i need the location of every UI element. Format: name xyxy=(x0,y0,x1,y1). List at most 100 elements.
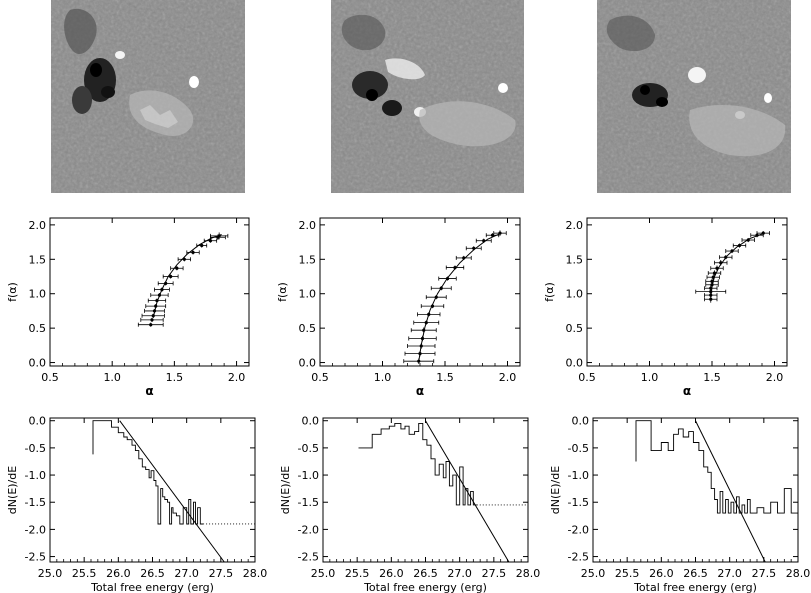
data-point xyxy=(150,318,154,322)
y-axis-label: dN(E)/dE xyxy=(549,466,562,514)
plot-frame xyxy=(49,217,250,367)
x-tick-label: 1.0 xyxy=(103,371,121,384)
x-tick-label: 26.0 xyxy=(649,567,674,580)
x-tick-label: 25.5 xyxy=(615,567,640,580)
y-tick-label: 0.0 xyxy=(572,415,590,428)
x-tick-label: 27.0 xyxy=(717,567,742,580)
y-tick-label: -0.5 xyxy=(298,442,319,455)
magnetogram-1 xyxy=(51,0,245,193)
x-tick-label: 0.5 xyxy=(311,371,329,384)
falpha-panel-3: 0.5 1.0 1.5 2.00.00.51.01.52.0αf(α) xyxy=(543,217,788,398)
x-tick-label: 1.5 xyxy=(436,371,454,384)
y-tick-label: 0.5 xyxy=(566,322,584,335)
data-point xyxy=(490,233,495,237)
x-tick-label: 0.5 xyxy=(578,371,596,384)
y-tick-label: 0.5 xyxy=(29,322,47,335)
y-tick-label: 1.5 xyxy=(299,253,317,266)
histogram-steps xyxy=(92,420,204,525)
y-tick-label: -1.5 xyxy=(25,496,46,509)
y-tick-label: 0.0 xyxy=(299,357,317,370)
y-tick-label: 0.0 xyxy=(302,415,320,428)
x-tick-label: 0.5 xyxy=(41,371,59,384)
y-tick-label: -1.0 xyxy=(568,469,589,482)
x-tick-label: 27.0 xyxy=(447,567,472,580)
y-tick-label: -2.0 xyxy=(25,523,46,536)
y-axis-label: f(α) xyxy=(276,282,289,302)
y-tick-label: -1.5 xyxy=(298,496,319,509)
x-tick-label: 26.5 xyxy=(683,567,708,580)
power-law-fit-line xyxy=(119,420,225,563)
y-tick-label: -2.0 xyxy=(568,523,589,536)
data-point xyxy=(709,297,713,301)
y-axis-label: f(α) xyxy=(6,282,19,302)
power-law-fit-line xyxy=(695,420,766,563)
y-tick-label: -0.5 xyxy=(568,442,589,455)
x-tick-label: 2.0 xyxy=(499,371,517,384)
falpha-panel-1: 0.5 1.0 1.5 2.00.00.51.01.52.0αf(α) xyxy=(6,217,250,398)
y-tick-label: -2.5 xyxy=(298,551,319,564)
plot-frame xyxy=(319,217,521,367)
plot-frame xyxy=(586,217,788,367)
x-axis-label: α xyxy=(145,384,153,398)
y-tick-label: 2.0 xyxy=(566,219,584,232)
x-axis-label: α xyxy=(416,384,424,398)
y-tick-label: -1.0 xyxy=(298,469,319,482)
y-tick-label: 1.5 xyxy=(29,253,47,266)
x-tick-label: 26.5 xyxy=(413,567,438,580)
x-axis-label: Total free energy (erg) xyxy=(363,581,487,593)
y-tick-label: 0.0 xyxy=(29,415,47,428)
data-point xyxy=(175,266,179,270)
x-tick-label: 28.0 xyxy=(516,567,541,580)
y-tick-label: 1.5 xyxy=(566,253,584,266)
x-axis-label: Total free energy (erg) xyxy=(90,581,214,593)
y-axis-label: f(α) xyxy=(543,282,556,302)
energy-panel-2: 25.0 25.5 26.0 26.5 27.0 27.5 28.0 0.0 -0.5 -1.0 -… xyxy=(279,415,540,593)
data-point xyxy=(191,250,195,255)
energy-panel-1: 25.0 25.5 26.0 26.5 27.0 27.5 28.0 0.0 -0.5 -1.0 -… xyxy=(6,415,267,593)
plot-frame xyxy=(49,417,256,563)
y-tick-label: -1.0 xyxy=(25,469,46,482)
data-point xyxy=(208,239,213,243)
y-tick-label: 0.0 xyxy=(566,357,584,370)
x-tick-label: 27.0 xyxy=(174,567,199,580)
x-tick-label: 2.0 xyxy=(228,371,246,384)
magnetogram-3 xyxy=(597,0,791,193)
fit-curve xyxy=(710,232,765,298)
y-tick-label: 1.0 xyxy=(299,288,317,301)
x-tick-label: 25.0 xyxy=(38,567,63,580)
magnetogram-2 xyxy=(331,0,524,193)
fit-curve xyxy=(152,234,222,318)
y-tick-label: -1.5 xyxy=(568,496,589,509)
fit-curve xyxy=(418,232,502,362)
x-tick-label: 27.5 xyxy=(209,567,234,580)
x-tick-label: 1.5 xyxy=(166,371,184,384)
x-tick-label: 28.0 xyxy=(243,567,268,580)
y-tick-label: 0.0 xyxy=(29,357,47,370)
x-tick-label: 27.5 xyxy=(482,567,507,580)
plot-frame xyxy=(592,417,799,563)
y-axis-label: dN(E)/dE xyxy=(6,466,19,514)
histogram-steps xyxy=(635,420,798,514)
y-tick-label: 1.0 xyxy=(29,288,47,301)
x-tick-label: 1.5 xyxy=(703,371,721,384)
x-tick-label: 28.0 xyxy=(786,567,811,580)
y-tick-label: -2.5 xyxy=(568,551,589,564)
x-tick-label: 26.0 xyxy=(106,567,131,580)
y-tick-label: -2.5 xyxy=(25,551,46,564)
histogram-steps xyxy=(358,422,477,506)
data-point xyxy=(200,243,204,248)
x-axis-label: α xyxy=(683,384,691,398)
y-tick-label: 0.5 xyxy=(299,322,317,335)
x-tick-label: 1.0 xyxy=(374,371,392,384)
x-tick-label: 27.5 xyxy=(752,567,777,580)
x-tick-label: 2.0 xyxy=(766,371,784,384)
falpha-panel-2: 0.5 1.0 1.5 2.00.00.51.01.52.0αf(α) xyxy=(276,217,521,398)
x-tick-label: 1.0 xyxy=(641,371,659,384)
energy-panel-3: 25.0 25.5 26.0 26.5 27.0 27.5 28.0 0.0 -0.5 -1.0 -… xyxy=(549,415,810,593)
x-tick-label: 25.5 xyxy=(345,567,370,580)
y-tick-label: 1.0 xyxy=(566,288,584,301)
power-law-fit-line xyxy=(425,420,510,563)
data-point xyxy=(169,274,173,279)
y-tick-label: 2.0 xyxy=(29,219,47,232)
